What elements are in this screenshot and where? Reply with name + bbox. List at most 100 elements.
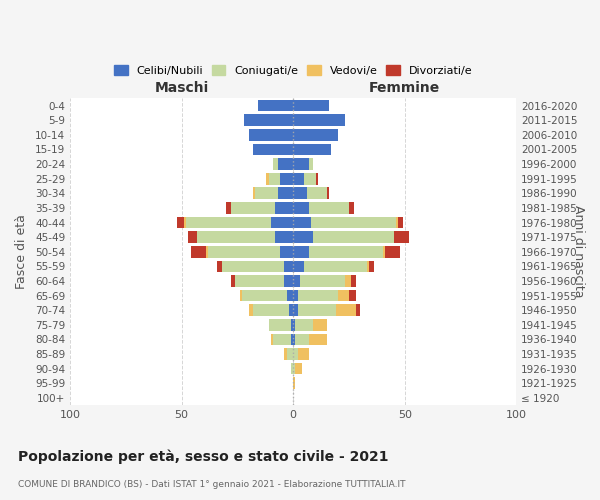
Bar — [313, 319, 327, 330]
Bar — [186, 216, 271, 228]
Bar — [275, 202, 293, 214]
Bar — [231, 275, 235, 287]
Bar — [287, 290, 293, 302]
Text: Popolazione per età, sesso e stato civile - 2021: Popolazione per età, sesso e stato civil… — [18, 450, 389, 464]
Bar — [295, 319, 313, 330]
Bar — [369, 260, 374, 272]
Bar — [293, 173, 304, 184]
Bar — [349, 202, 353, 214]
Bar — [269, 173, 280, 184]
Bar — [266, 173, 269, 184]
Bar — [335, 304, 356, 316]
Bar — [222, 260, 284, 272]
Bar — [235, 275, 284, 287]
Bar — [244, 114, 293, 126]
Bar — [385, 246, 400, 258]
Bar — [280, 246, 293, 258]
Bar — [293, 348, 298, 360]
Bar — [273, 158, 278, 170]
Bar — [307, 188, 327, 199]
Bar — [242, 290, 287, 302]
Bar — [289, 304, 293, 316]
Bar — [396, 216, 398, 228]
Bar — [269, 319, 291, 330]
Bar — [253, 144, 293, 156]
Bar — [273, 334, 291, 345]
Bar — [284, 260, 293, 272]
Bar — [278, 158, 293, 170]
Bar — [295, 363, 302, 374]
Bar — [313, 232, 394, 243]
Bar — [311, 216, 396, 228]
Bar — [257, 100, 293, 112]
Bar — [278, 188, 293, 199]
Bar — [293, 260, 304, 272]
Bar — [309, 158, 313, 170]
Bar — [293, 378, 295, 389]
Bar — [271, 216, 293, 228]
Bar — [327, 188, 329, 199]
Bar — [291, 334, 293, 345]
Bar — [284, 348, 287, 360]
Bar — [248, 304, 253, 316]
Bar — [208, 246, 280, 258]
Bar — [197, 232, 275, 243]
Bar — [293, 304, 298, 316]
Bar — [304, 173, 316, 184]
Bar — [293, 144, 331, 156]
Bar — [367, 260, 369, 272]
Bar — [300, 275, 344, 287]
Bar — [177, 216, 184, 228]
Bar — [293, 114, 344, 126]
Bar — [293, 334, 295, 345]
Text: Maschi: Maschi — [155, 82, 209, 96]
Bar — [349, 290, 356, 302]
Bar — [293, 232, 313, 243]
Bar — [293, 216, 311, 228]
Bar — [284, 275, 293, 287]
Legend: Celibi/Nubili, Coniugati/e, Vedovi/e, Divorziati/e: Celibi/Nubili, Coniugati/e, Vedovi/e, Di… — [110, 61, 476, 80]
Bar — [394, 232, 409, 243]
Bar — [298, 348, 309, 360]
Bar — [253, 304, 289, 316]
Bar — [231, 202, 275, 214]
Text: COMUNE DI BRANDICO (BS) - Dati ISTAT 1° gennaio 2021 - Elaborazione TUTTITALIA.I: COMUNE DI BRANDICO (BS) - Dati ISTAT 1° … — [18, 480, 406, 489]
Bar — [271, 334, 273, 345]
Y-axis label: Anni di nascita: Anni di nascita — [572, 206, 585, 298]
Bar — [287, 348, 293, 360]
Bar — [293, 246, 309, 258]
Bar — [291, 363, 293, 374]
Text: Femmine: Femmine — [369, 82, 440, 96]
Bar — [309, 202, 349, 214]
Bar — [293, 319, 295, 330]
Bar — [239, 290, 242, 302]
Bar — [256, 188, 278, 199]
Bar — [293, 275, 300, 287]
Bar — [188, 232, 197, 243]
Y-axis label: Fasce di età: Fasce di età — [15, 214, 28, 289]
Bar — [356, 304, 360, 316]
Bar — [344, 275, 351, 287]
Bar — [206, 246, 208, 258]
Bar — [295, 334, 309, 345]
Bar — [293, 188, 307, 199]
Bar — [383, 246, 385, 258]
Bar — [291, 319, 293, 330]
Bar — [309, 334, 327, 345]
Bar — [293, 158, 309, 170]
Bar — [191, 246, 206, 258]
Bar — [398, 216, 403, 228]
Bar — [248, 129, 293, 140]
Bar — [293, 129, 338, 140]
Bar — [293, 100, 329, 112]
Bar — [280, 173, 293, 184]
Bar — [298, 290, 338, 302]
Bar — [304, 260, 367, 272]
Bar — [298, 304, 335, 316]
Bar — [316, 173, 318, 184]
Bar — [338, 290, 349, 302]
Bar — [217, 260, 222, 272]
Bar — [253, 188, 256, 199]
Bar — [309, 246, 383, 258]
Bar — [293, 363, 295, 374]
